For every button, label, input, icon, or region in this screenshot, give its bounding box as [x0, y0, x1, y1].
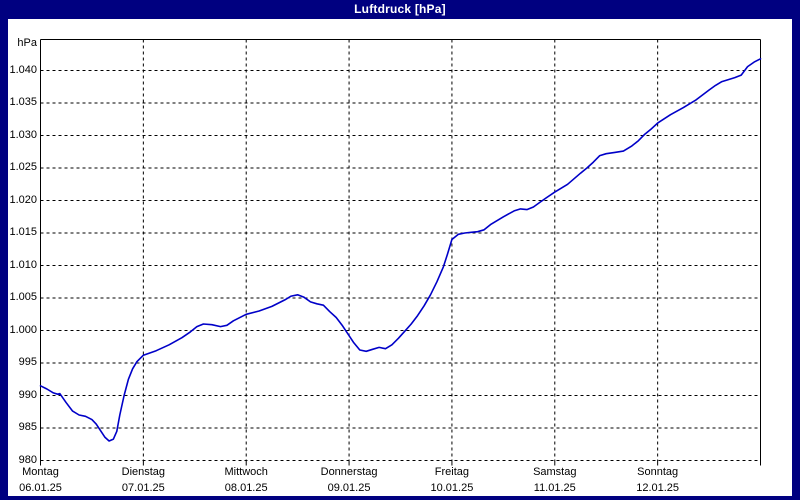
y-axis-unit-label: hPa [17, 37, 37, 49]
date-label: 12.01.25 [636, 482, 680, 494]
y-axis-tick-label: 1.030 [9, 128, 37, 141]
day-label: Donnerstag [320, 466, 378, 478]
pressure-curve [39, 58, 762, 442]
date-label: 08.01.25 [224, 482, 268, 494]
day-label: Samstag [533, 466, 577, 478]
title-bar: Luftdruck [hPa] [0, 0, 800, 19]
day-label: Sonntag [637, 466, 679, 478]
day-label: Freitag [434, 466, 470, 478]
day-label: Mittwoch [224, 466, 268, 478]
y-axis-tick-label: 1.040 [9, 63, 37, 76]
y-axis-tick-label: 985 [18, 421, 37, 433]
y-axis-tick-label: 1.020 [9, 193, 37, 206]
y-axis-tick-label: 1.005 [9, 291, 37, 303]
chart-background [8, 19, 792, 496]
y-axis-tick-label: 1.000 [9, 323, 37, 336]
date-label: 09.01.25 [327, 482, 371, 494]
window-title: Luftdruck [hPa] [354, 2, 446, 16]
y-axis-tick-label: 1.035 [9, 96, 37, 108]
y-axis-tick-label: 980 [18, 453, 37, 466]
date-label: 06.01.25 [19, 482, 62, 494]
day-label: Montag [22, 466, 59, 478]
y-axis-tick-label: 1.025 [9, 161, 37, 173]
y-axis-tick-label: 995 [18, 356, 37, 368]
date-label: 07.01.25 [121, 482, 165, 494]
y-axis-tick-label: 990 [18, 388, 37, 401]
y-axis-tick-label: 1.015 [9, 226, 37, 238]
date-label: 10.01.25 [430, 482, 474, 494]
date-label: 11.01.25 [533, 482, 576, 494]
y-axis-tick-label: 1.010 [9, 258, 37, 271]
day-label: Dienstag [121, 466, 166, 478]
